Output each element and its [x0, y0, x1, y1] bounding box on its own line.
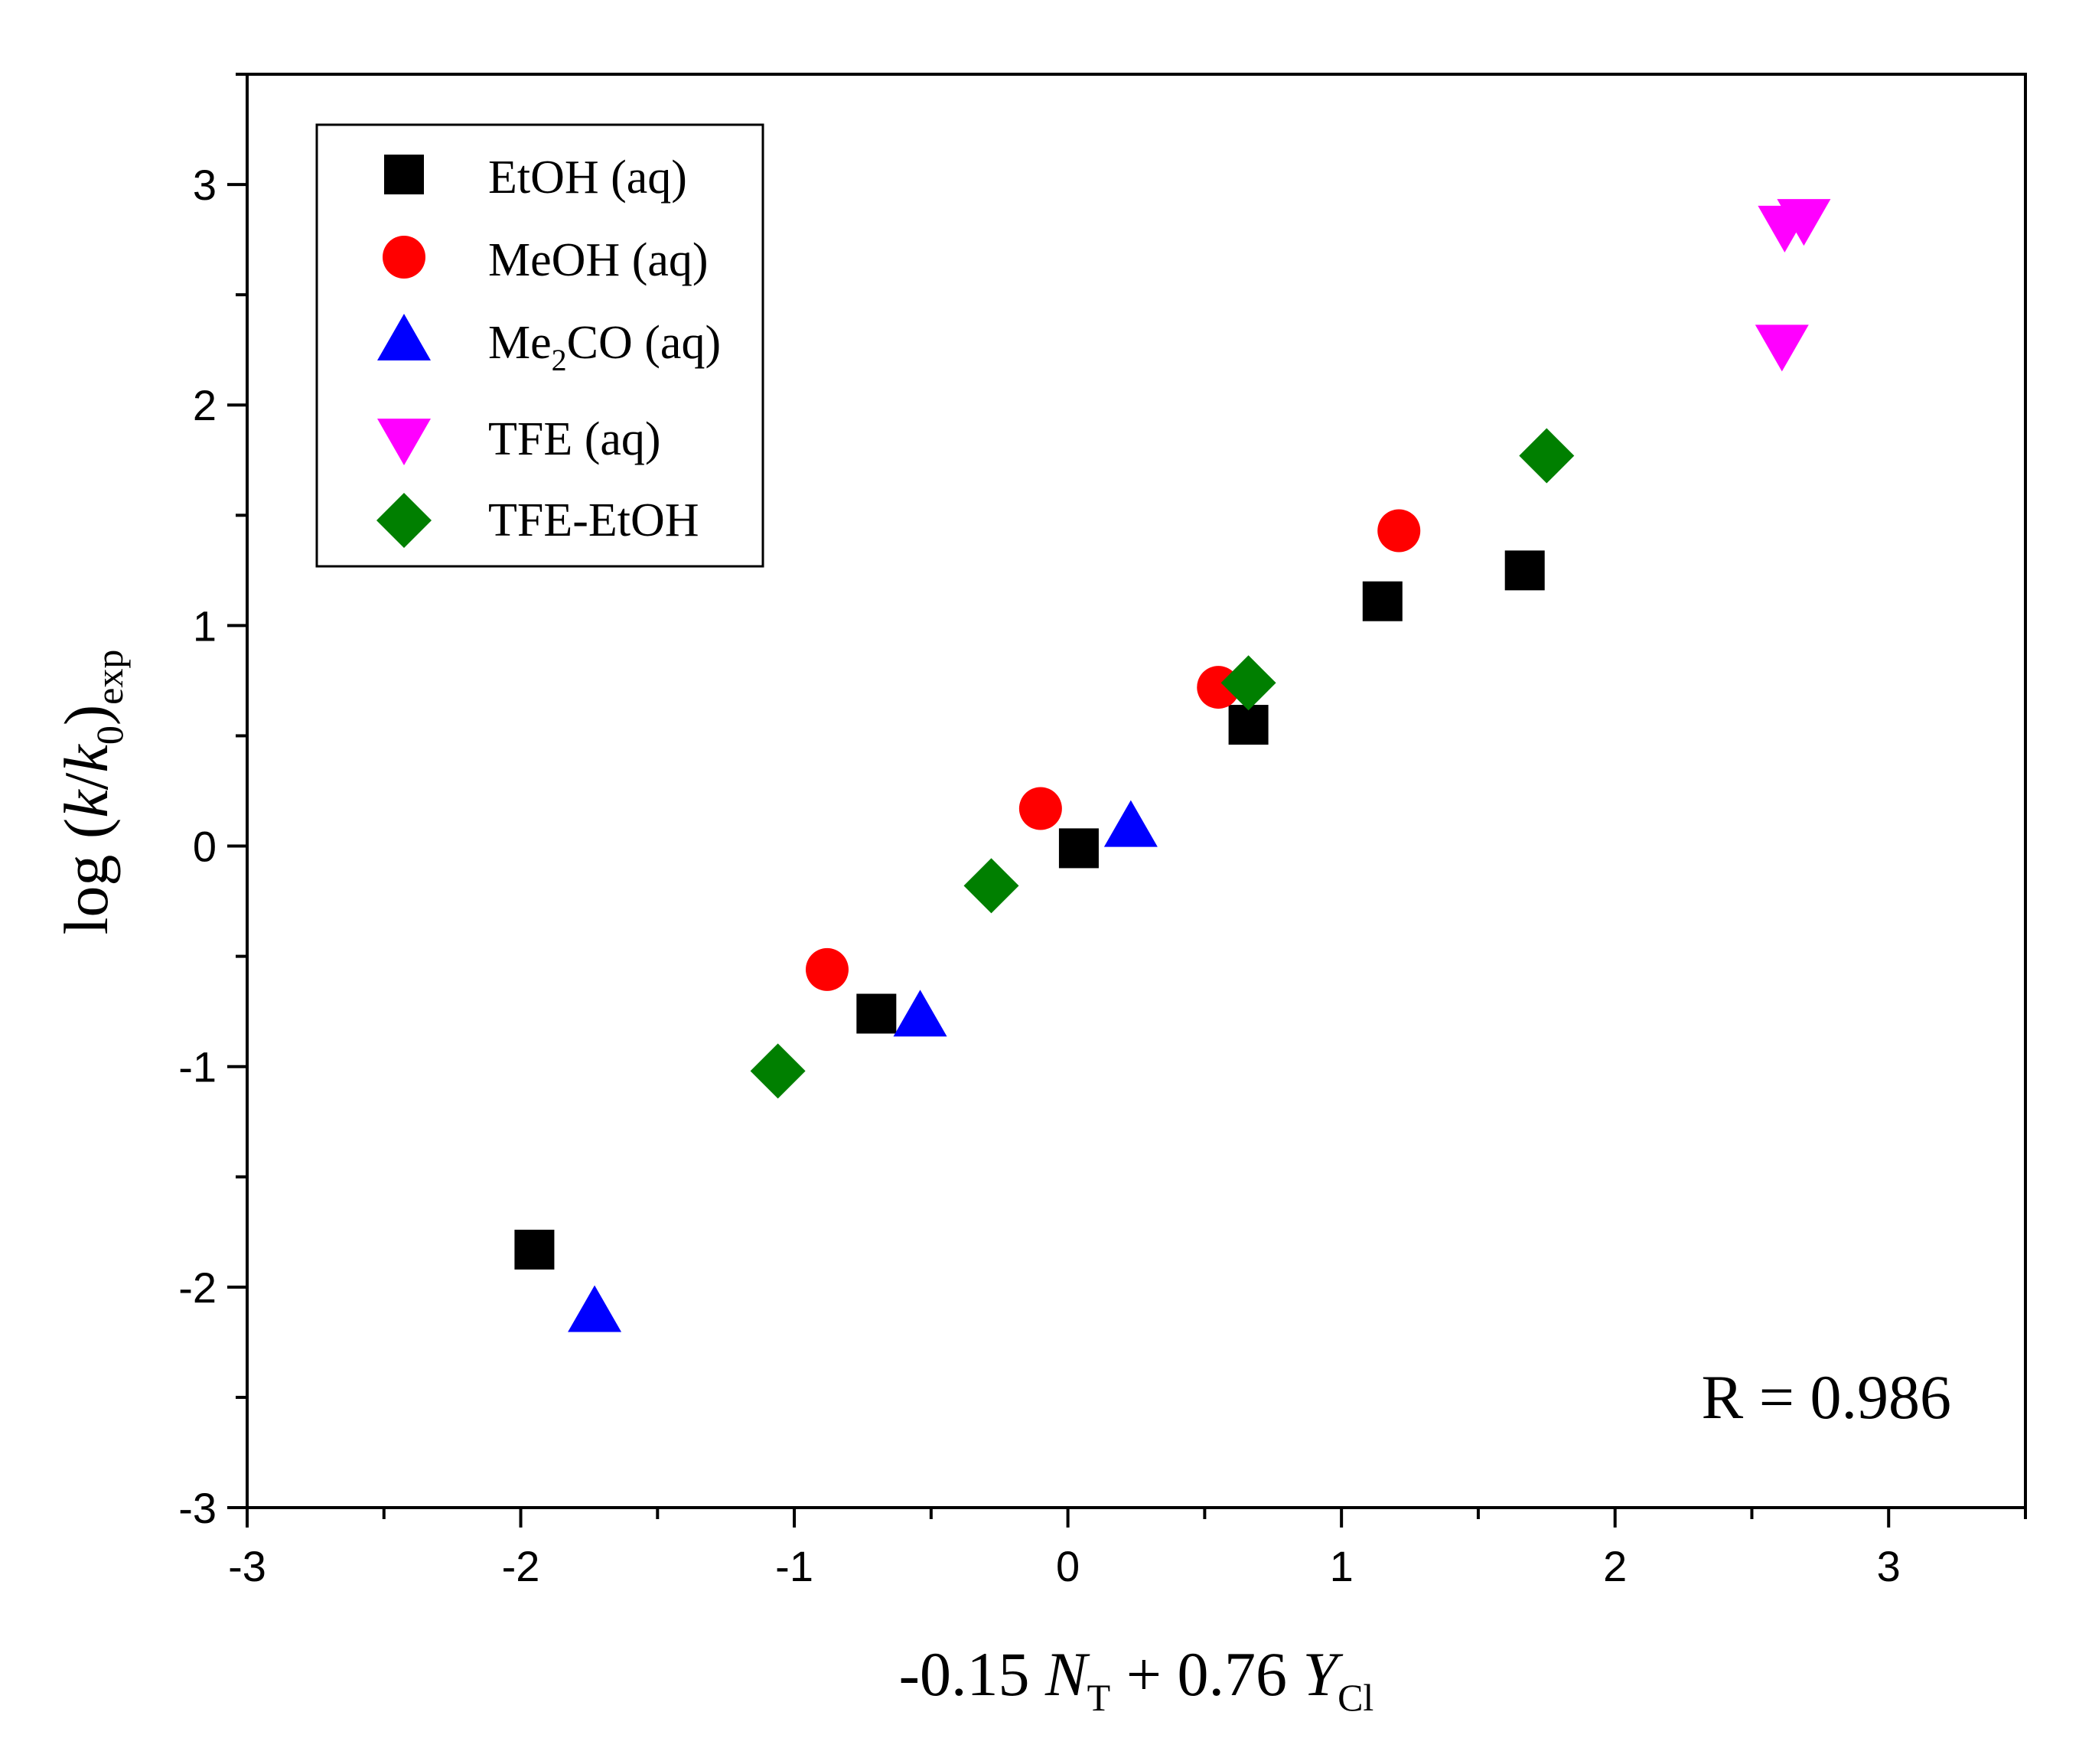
data-points	[514, 199, 1831, 1332]
data-point-circle	[1018, 787, 1062, 830]
legend-marker-square	[384, 155, 424, 194]
ylabel-post: )	[51, 705, 121, 725]
data-point-triangle-up	[1103, 800, 1158, 847]
data-point-circle	[1377, 509, 1421, 553]
r-value-annotation: R = 0.986	[1702, 1362, 1951, 1432]
legend-marker-diamond	[376, 493, 432, 548]
legend: EtOH (aq) MeOH (aq) Me2CO (aq) TFE (aq) …	[315, 123, 764, 568]
ylabel-sub-post: exp	[88, 650, 131, 705]
data-point-diamond	[750, 1043, 806, 1099]
x-tick-label: -2	[502, 1542, 540, 1590]
legend-label-me2co: Me2CO (aq)	[488, 317, 721, 377]
y-tick-label: 3	[193, 161, 217, 209]
xlabel-sub1: T	[1087, 1676, 1111, 1719]
data-point-square	[856, 993, 897, 1034]
data-point-diamond	[963, 858, 1019, 914]
x-tick-label: 3	[1877, 1542, 1901, 1590]
ylabel-var2: k	[51, 744, 121, 773]
legend-label-tfe: TFE (aq)	[488, 413, 661, 465]
x-axis-title: -0.15 NT + 0.76 YCl	[899, 1639, 1374, 1719]
data-point-diamond	[1519, 428, 1575, 484]
xlabel-var2: Y	[1302, 1639, 1343, 1709]
xlabel-var1: N	[1044, 1639, 1090, 1709]
x-tick-label: 1	[1330, 1542, 1354, 1590]
ylabel-var1: k	[51, 789, 121, 818]
data-point-square	[1504, 550, 1545, 591]
xlabel-sub2: Cl	[1338, 1676, 1373, 1719]
legend-me2co-sub: 2	[552, 343, 567, 377]
y-tick-label: 2	[193, 381, 217, 429]
legend-marker-circle	[383, 236, 425, 279]
y-tick-label: 0	[193, 823, 217, 871]
legend-label-tfe-etoh: TFE-EtOH	[488, 494, 699, 546]
xlabel-mid: + 0.76	[1110, 1639, 1302, 1709]
y-axis-title: log (k/k0)exp	[51, 650, 131, 935]
y-tick-label: 1	[193, 602, 217, 650]
x-tick-label: 2	[1603, 1542, 1627, 1590]
y-tick-label: -2	[178, 1263, 217, 1312]
x-tick-label: -1	[775, 1542, 813, 1590]
data-point-triangle-up	[893, 990, 947, 1037]
data-point-square	[1362, 581, 1403, 621]
legend-markers	[376, 155, 432, 548]
data-point-square	[514, 1229, 555, 1270]
y-tick-label: -3	[178, 1484, 217, 1532]
x-tick-label: 0	[1056, 1542, 1080, 1590]
ylabel-sub2: 0	[88, 725, 131, 745]
ylabel-slash: /	[51, 772, 121, 790]
data-point-triangle-up	[568, 1285, 622, 1332]
data-point-circle	[805, 947, 849, 991]
legend-label-meoh: MeOH (aq)	[488, 234, 709, 286]
data-point-triangle-down	[1777, 199, 1831, 246]
data-point-square	[1058, 828, 1099, 869]
plot-frame	[246, 73, 2027, 1509]
legend-me2co-pre: Me	[488, 317, 552, 369]
legend-me2co-post: CO (aq)	[567, 317, 721, 369]
data-point-square	[1228, 705, 1269, 745]
xlabel-pre: -0.15	[899, 1639, 1045, 1709]
x-tick-label: -3	[228, 1542, 266, 1590]
data-point-diamond	[1220, 655, 1276, 711]
data-point-triangle-down	[1755, 324, 1809, 372]
y-tick-label: -1	[178, 1043, 217, 1091]
legend-marker-triangle-up	[377, 314, 431, 360]
legend-marker-triangle-down	[377, 419, 431, 465]
legend-label-etoh: EtOH (aq)	[488, 152, 687, 204]
x-axis-ticks: -3 -2 -1 0 1 2 3	[228, 1508, 2027, 1590]
y-axis-ticks: -3 -2 -1 0 1 2 3	[178, 73, 247, 1532]
ylabel-pre: log (	[51, 818, 121, 935]
